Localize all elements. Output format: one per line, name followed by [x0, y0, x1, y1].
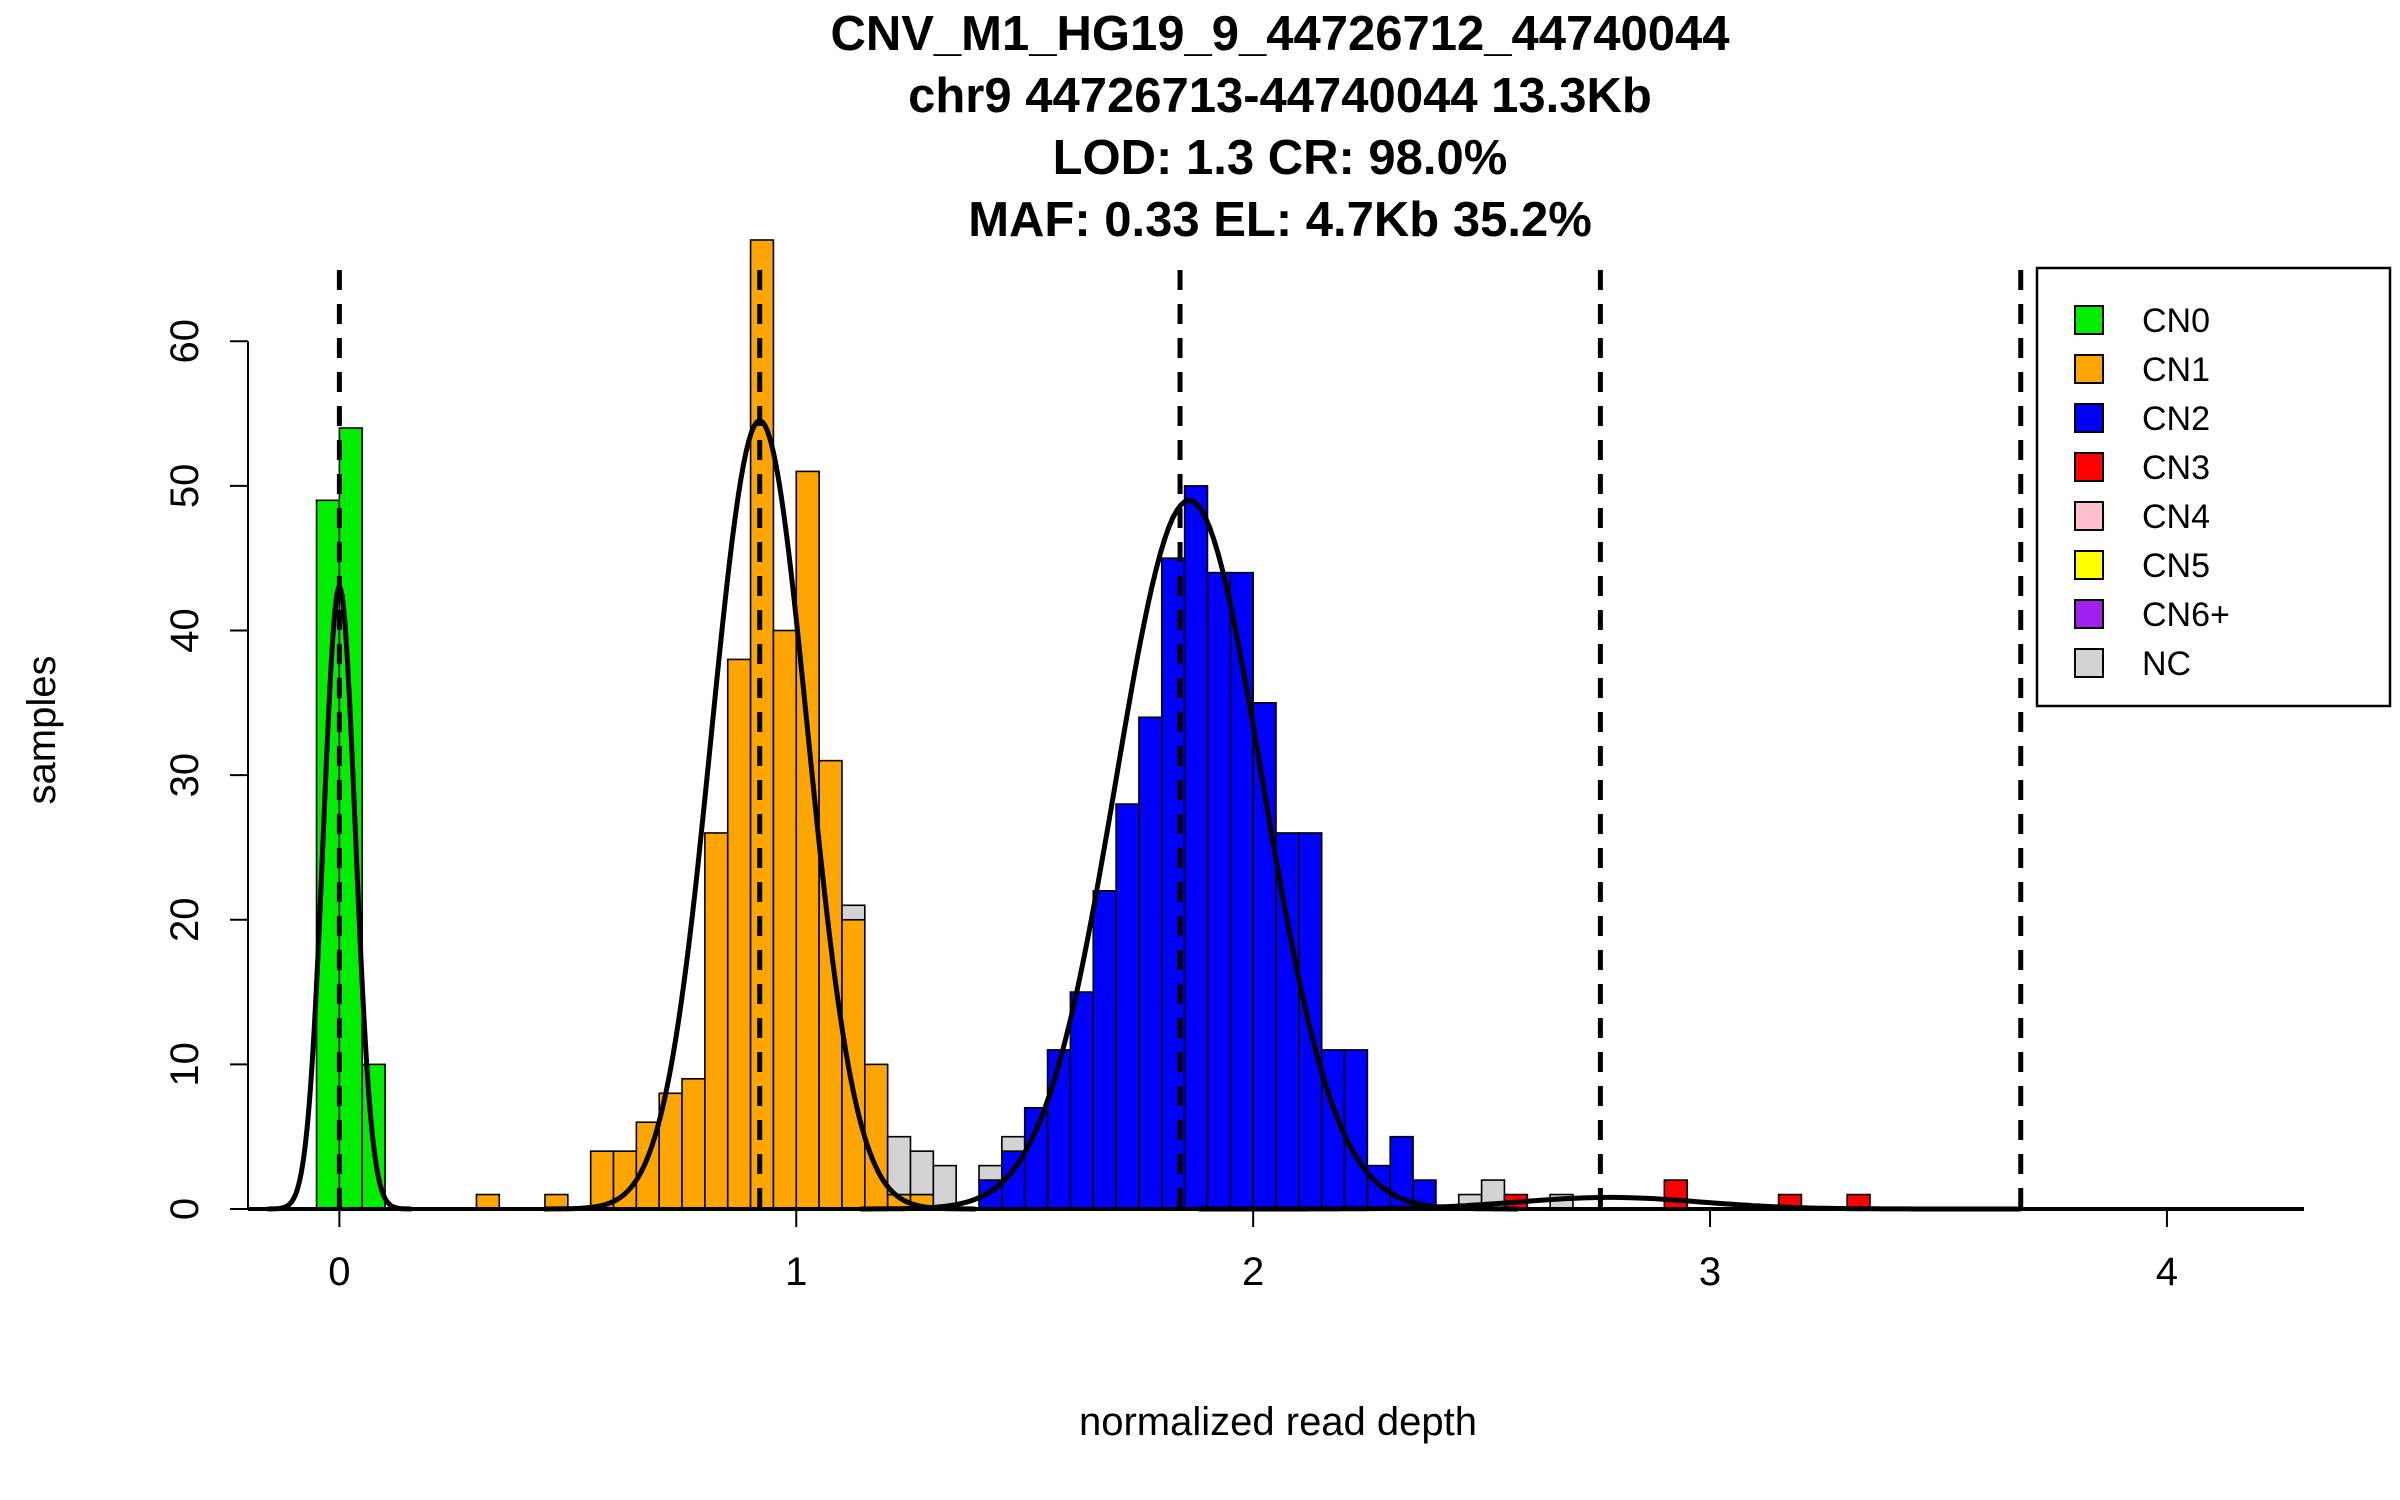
legend-label-1: CN1	[2142, 351, 2210, 389]
x-tick-label-1: 1	[785, 1250, 807, 1294]
legend: CN0 CN1 CN2 CN3 CN4 CN5 CN6+ NC	[2035, 266, 2392, 708]
y-axis: 0 10 20 30 40 50 60	[163, 319, 249, 1220]
bar-nc-21	[978, 1164, 1003, 1181]
x-tick-label-4: 4	[2156, 1250, 2178, 1294]
y-tick-label-4: 40	[163, 608, 207, 653]
y-tick-label-0: 0	[163, 1198, 207, 1220]
copy-number-dashed-lines	[336, 270, 2024, 1209]
bar-nc-20	[932, 1164, 957, 1210]
bar-cn0-1	[338, 427, 364, 1210]
legend-swatch-2	[2074, 403, 2104, 433]
title-line-1: CNV_M1_HG19_9_44726712_44740044	[830, 7, 1729, 61]
bar-cn1-3	[475, 1193, 501, 1210]
bar-cn1-13	[772, 629, 798, 1210]
bar-cn2-27	[1115, 803, 1140, 1210]
legend-swatch-6	[2074, 599, 2104, 629]
bar-cn2-25	[1069, 991, 1095, 1210]
histogram-bars	[315, 239, 1871, 1210]
bar-cn1-10	[704, 832, 729, 1210]
legend-swatch-0	[2074, 305, 2104, 335]
bar-cn2-26	[1092, 890, 1117, 1210]
bar-nc-19	[909, 1150, 935, 1196]
legend-label-0: CN0	[2142, 302, 2210, 340]
bar-cn3-45	[1663, 1179, 1689, 1210]
legend-box	[2035, 266, 2392, 708]
legend-swatch-1	[2074, 354, 2104, 384]
legend-label-7: NC	[2142, 645, 2191, 683]
bar-cn2-37	[1343, 1049, 1369, 1210]
chart-title: CNV_M1_HG19_9_44726712_44740044 chr9 447…	[830, 7, 1729, 247]
legend-swatch-7	[2074, 648, 2104, 678]
bar-cn2-31	[1206, 571, 1232, 1210]
title-line-3: LOD: 1.3 CR: 98.0%	[1053, 131, 1508, 185]
title-line-4: MAF: 0.33 EL: 4.7Kb 35.2%	[968, 193, 1592, 247]
y-tick-label-2: 20	[163, 897, 207, 942]
bar-cn1-11	[726, 658, 752, 1210]
bar-nc-16	[841, 904, 866, 921]
fit-curve-2	[860, 497, 1519, 1212]
legend-label-6: CN6+	[2142, 596, 2230, 634]
y-tick-label-6: 60	[163, 319, 207, 364]
y-tick-label-3: 30	[163, 753, 207, 798]
bar-cn2-28	[1138, 716, 1163, 1210]
x-tick-label-3: 3	[1699, 1250, 1721, 1294]
bar-nc-18	[886, 1135, 912, 1196]
x-axis-label: normalized read depth	[1079, 1400, 1477, 1444]
x-tick-label-2: 2	[1242, 1250, 1264, 1294]
title-line-2: chr9 44726713-44740044 13.3Kb	[908, 69, 1652, 123]
bar-cn1-9	[681, 1078, 706, 1210]
bar-cn2-23	[1023, 1106, 1049, 1210]
bar-cn2-24	[1046, 1049, 1072, 1210]
legend-swatch-5	[2074, 550, 2104, 580]
x-axis: 0 1 2 3 4	[328, 1208, 2178, 1294]
bar-cn2-30	[1183, 485, 1209, 1210]
bar-cn1-16	[841, 918, 866, 1210]
y-tick-label-5: 50	[163, 464, 207, 509]
bar-cn1-14	[795, 470, 820, 1210]
legend-label-4: CN4	[2142, 498, 2210, 536]
bar-cn1-15	[818, 759, 843, 1210]
y-tick-label-1: 10	[163, 1042, 207, 1087]
legend-label-2: CN2	[2142, 400, 2210, 438]
legend-swatch-4	[2074, 501, 2104, 531]
bar-cn1-17	[863, 1063, 889, 1210]
y-axis-label: samples	[20, 656, 64, 805]
bar-nc-22	[1001, 1135, 1026, 1152]
legend-label-5: CN5	[2142, 547, 2210, 585]
x-tick-label-0: 0	[328, 1250, 350, 1294]
legend-label-3: CN3	[2142, 449, 2210, 487]
legend-swatch-3	[2074, 452, 2104, 482]
